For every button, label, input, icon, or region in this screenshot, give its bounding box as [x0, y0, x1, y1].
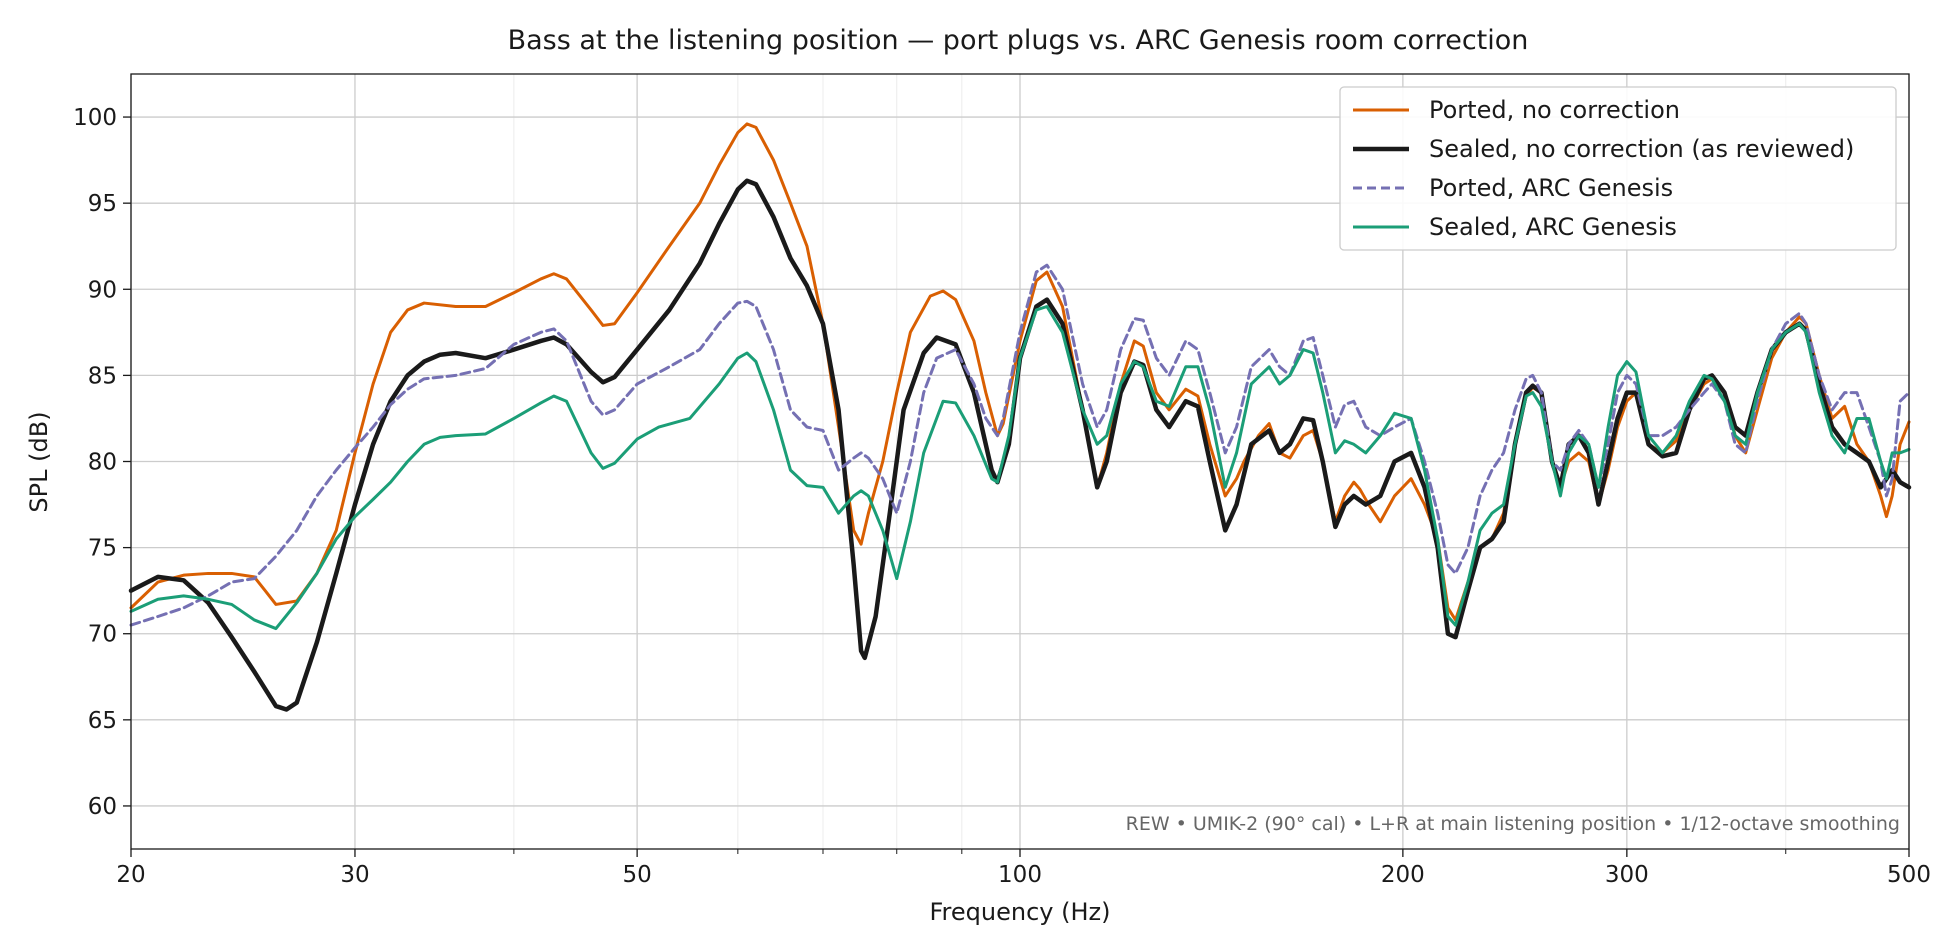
- series-line-sealed-no-correction-as-reviewed: [128, 178, 1912, 712]
- y-axis-label: SPL (dB): [25, 411, 53, 512]
- y-tick-label: 95: [88, 191, 117, 217]
- x-tick-label: 20: [116, 862, 145, 888]
- y-tick-label: 70: [88, 622, 117, 648]
- legend-label-sealed-arc-genesis: Sealed, ARC Genesis: [1429, 213, 1677, 241]
- series-line-ported-no-correction: [129, 122, 1911, 622]
- y-tick-label: 75: [88, 536, 117, 562]
- series-line-sealed-arc-genesis: [129, 305, 1911, 631]
- legend-label-sealed-no-correction-as-reviewed: Sealed, no correction (as reviewed): [1429, 135, 1854, 163]
- x-tick-label: 50: [622, 862, 651, 888]
- y-tick-label: 85: [88, 363, 117, 389]
- y-tick-label: 60: [88, 794, 117, 820]
- y-tick-label: 80: [88, 450, 117, 476]
- x-tick-label: 30: [340, 862, 369, 888]
- legend-label-ported-no-correction: Ported, no correction: [1429, 96, 1680, 124]
- tick-layer: 20 30 50 100 200 300 500 60 65 70 75 80 85 90 95 100: [73, 105, 1931, 888]
- series-layer: [128, 122, 1912, 712]
- series-line-ported-arc-genesis: [129, 263, 1911, 627]
- legend-label-ported-arc-genesis: Ported, ARC Genesis: [1429, 174, 1673, 202]
- legend-box: [1339, 86, 1897, 251]
- y-tick-label: 90: [88, 277, 117, 303]
- y-tick-label: 65: [88, 708, 117, 734]
- x-tick-label: 200: [1381, 862, 1425, 888]
- x-tick-label: 300: [1605, 862, 1649, 888]
- y-tick-label: 100: [73, 105, 117, 131]
- x-tick-label: 100: [998, 862, 1042, 888]
- x-axis-label: Frequency (Hz): [930, 898, 1111, 926]
- chart-annotation: REW • UMIK-2 (90° cal) • L+R at main lis…: [1126, 813, 1900, 835]
- legend: Ported, no correction Sealed, no correcti…: [1339, 86, 1897, 251]
- chart-title: Bass at the listening position — port pl…: [508, 25, 1529, 56]
- x-tick-label: 500: [1887, 862, 1931, 888]
